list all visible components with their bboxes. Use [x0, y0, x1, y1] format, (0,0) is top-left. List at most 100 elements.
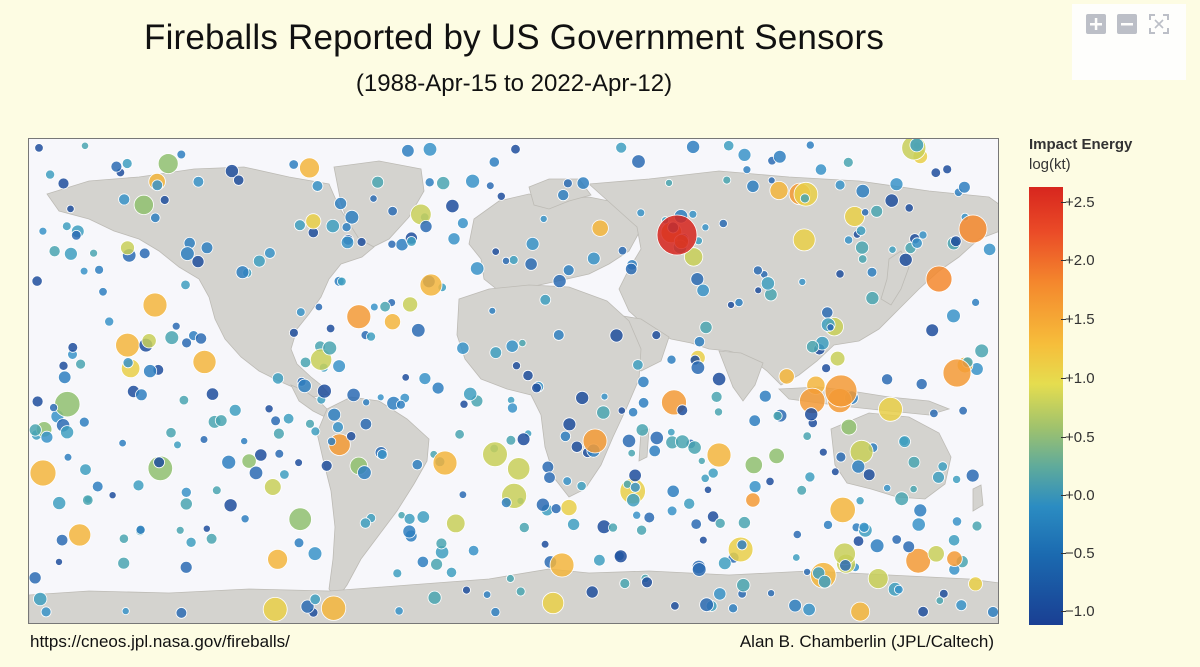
fireball-marker[interactable] [925, 323, 939, 338]
fireball-marker[interactable] [835, 269, 845, 279]
fireball-marker[interactable] [507, 457, 531, 481]
fireball-marker[interactable] [717, 556, 732, 571]
fireball-marker[interactable] [411, 323, 426, 338]
fireball-marker[interactable] [383, 313, 401, 331]
autoscale-icon[interactable] [1148, 13, 1170, 35]
fireball-marker[interactable] [205, 532, 218, 545]
fireball-marker[interactable] [701, 223, 710, 232]
fireball-marker[interactable] [824, 374, 858, 408]
fireball-marker[interactable] [336, 276, 347, 287]
fireball-marker[interactable] [252, 254, 266, 268]
fireball-marker[interactable] [322, 340, 338, 356]
fireball-marker[interactable] [635, 423, 649, 437]
fireball-marker[interactable] [866, 266, 878, 278]
fireball-marker[interactable] [927, 545, 945, 563]
fireball-marker[interactable] [48, 245, 61, 258]
fireball-marker[interactable] [744, 455, 763, 475]
fireball-marker[interactable] [670, 601, 680, 611]
fireball-marker[interactable] [839, 559, 852, 572]
fireball-marker[interactable] [485, 181, 495, 190]
fireball-marker[interactable] [737, 147, 752, 162]
fireball-marker[interactable] [121, 158, 133, 169]
fireball-marker[interactable] [120, 240, 135, 256]
fireball-marker[interactable] [447, 232, 461, 246]
fireball-marker[interactable] [907, 455, 921, 469]
fireball-marker[interactable] [982, 242, 997, 257]
fireball-marker[interactable] [913, 503, 928, 518]
fireball-marker[interactable] [559, 430, 572, 442]
fireball-marker[interactable] [932, 470, 945, 484]
fireball-marker[interactable] [742, 165, 752, 175]
fireball-marker[interactable] [357, 465, 372, 480]
fireball-marker[interactable] [881, 373, 894, 386]
fireball-marker[interactable] [686, 139, 701, 154]
fireball-marker[interactable] [61, 221, 72, 231]
fireball-marker[interactable] [918, 230, 928, 240]
fireball-marker[interactable] [346, 431, 357, 442]
fireball-marker[interactable] [748, 480, 762, 494]
fireball-marker[interactable] [688, 209, 698, 219]
fireball-marker[interactable] [746, 179, 760, 193]
fireball-marker[interactable] [802, 431, 812, 441]
fireball-marker[interactable] [826, 323, 835, 332]
fireball-marker[interactable] [295, 307, 306, 317]
fireball-marker[interactable] [855, 240, 870, 255]
fireball-marker[interactable] [823, 519, 834, 530]
fireball-marker[interactable] [194, 332, 208, 345]
fireball-marker[interactable] [64, 246, 78, 261]
fireball-marker[interactable] [849, 439, 874, 464]
fireball-marker[interactable] [946, 308, 961, 324]
fireball-marker[interactable] [94, 264, 104, 275]
fireball-marker[interactable] [796, 484, 807, 496]
fireball-marker[interactable] [142, 292, 168, 318]
fireball-marker[interactable] [305, 418, 315, 429]
fireball-marker[interactable] [205, 387, 220, 401]
fireball-marker[interactable] [264, 247, 276, 259]
fireball-marker[interactable] [191, 255, 205, 269]
fireball-marker[interactable] [159, 195, 170, 205]
fireball-marker[interactable] [798, 277, 807, 286]
fireball-marker[interactable] [734, 297, 744, 308]
fireball-marker[interactable] [714, 517, 726, 529]
fireball-marker[interactable] [722, 175, 732, 185]
fireball-marker[interactable] [609, 328, 624, 343]
fireball-marker[interactable] [31, 275, 43, 287]
fireball-marker[interactable] [541, 460, 555, 474]
fireball-marker[interactable] [539, 214, 548, 223]
fireball-marker[interactable] [29, 423, 42, 437]
fireball-marker[interactable] [560, 499, 578, 517]
fireball-marker[interactable] [392, 568, 403, 579]
fireball-marker[interactable] [488, 156, 500, 168]
fireball-marker[interactable] [240, 514, 250, 524]
fireball-marker[interactable] [55, 533, 69, 547]
fireball-marker[interactable] [488, 306, 497, 315]
fireball-marker[interactable] [510, 143, 521, 155]
fireball-marker[interactable] [552, 329, 565, 341]
fireball-marker[interactable] [241, 453, 257, 469]
fireball-marker[interactable] [870, 204, 884, 218]
fireball-marker[interactable] [282, 413, 295, 425]
fireball-marker[interactable] [929, 408, 939, 419]
fireball-marker[interactable] [582, 428, 608, 454]
fireball-marker[interactable] [898, 252, 913, 267]
fireball-marker[interactable] [585, 585, 599, 599]
fireball-marker[interactable] [416, 555, 429, 568]
fireball-marker[interactable] [690, 272, 705, 287]
fireball-marker[interactable] [575, 390, 590, 405]
fireball-marker[interactable] [490, 607, 501, 618]
fireball-marker[interactable] [909, 139, 925, 153]
fireball-marker[interactable] [691, 562, 707, 577]
fireball-marker[interactable] [60, 425, 75, 440]
source-url[interactable]: https://cneos.jpl.nasa.gov/fireballs/ [30, 632, 290, 651]
fireball-marker[interactable] [327, 407, 342, 422]
fireball-marker[interactable] [713, 587, 727, 601]
fireball-marker[interactable] [446, 513, 466, 534]
fireball-marker[interactable] [117, 556, 131, 570]
fireball-marker[interactable] [467, 544, 480, 557]
fireball-marker[interactable] [482, 590, 492, 599]
fireball-marker[interactable] [49, 403, 59, 413]
fireball-marker[interactable] [665, 178, 674, 187]
fireball-marker[interactable] [631, 154, 646, 169]
fireball-marker[interactable] [359, 517, 371, 529]
fireball-marker[interactable] [346, 304, 372, 330]
